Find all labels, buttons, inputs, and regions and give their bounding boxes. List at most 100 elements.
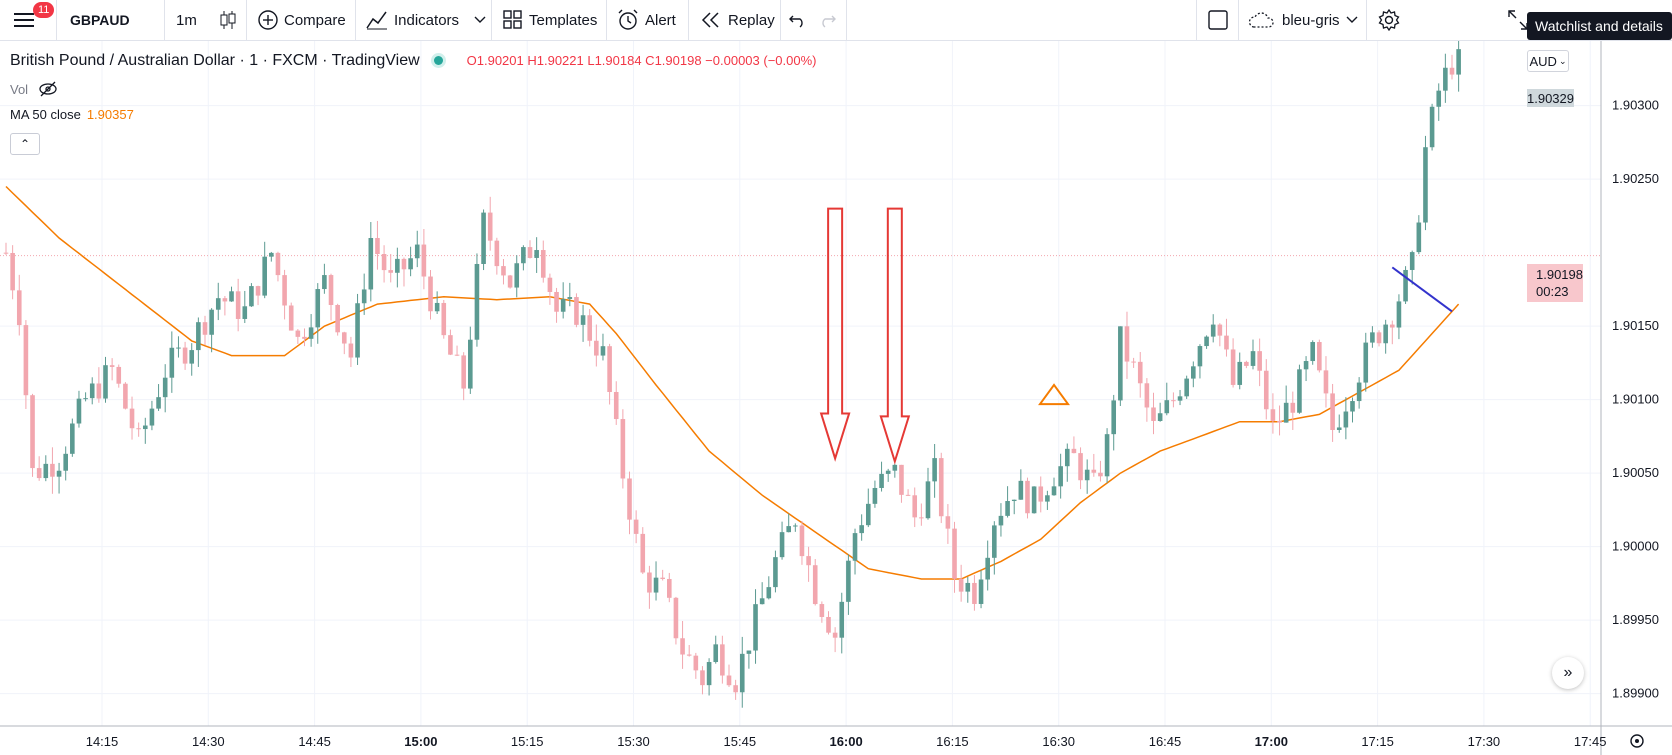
trendline-drawing xyxy=(1391,266,1453,313)
drawings xyxy=(819,207,1453,465)
candle-body xyxy=(846,560,851,602)
candle-body xyxy=(1244,361,1249,366)
candle-body xyxy=(786,526,791,533)
symbol-search[interactable]: GBPAUD xyxy=(70,12,130,28)
symbol-legend: British Pound / Australian Dollar · 1 · … xyxy=(10,52,816,70)
layout-button[interactable]: bleu-gris xyxy=(1248,0,1358,40)
candle-body xyxy=(958,578,964,592)
candle-body xyxy=(368,238,374,290)
expand-button[interactable] xyxy=(1508,0,1528,40)
volume-label: Vol xyxy=(10,81,29,97)
candle-body xyxy=(892,464,898,471)
candle-body xyxy=(759,598,765,605)
compare-label: Compare xyxy=(284,11,346,29)
candle-body xyxy=(16,290,22,326)
price-axis: 1.90300 1.90250 1.90150 1.90100 1.90050 1.900… xyxy=(1612,98,1659,701)
redo-button[interactable] xyxy=(818,0,836,40)
candle-body xyxy=(1124,326,1130,362)
candle-body xyxy=(1370,332,1375,343)
candle-body xyxy=(1217,324,1223,336)
eye-off-icon[interactable] xyxy=(38,81,58,97)
time-axis-settings[interactable] xyxy=(1630,734,1644,748)
candle-body xyxy=(680,638,685,655)
currency-select[interactable]: AUD ⌄ xyxy=(1527,50,1569,72)
candle-body xyxy=(952,528,957,579)
candle-body xyxy=(361,289,367,304)
candle-body xyxy=(1118,326,1123,401)
candle-body xyxy=(932,458,937,482)
candle-body xyxy=(50,463,55,477)
price-tick: 1.89950 xyxy=(1612,612,1659,627)
time-tick: 15:30 xyxy=(617,734,650,749)
gear-icon xyxy=(1630,734,1644,748)
candle-body xyxy=(269,252,274,257)
interval-button[interactable]: 1m xyxy=(176,11,197,29)
market-open-dot xyxy=(433,56,443,66)
chart-type-button[interactable] xyxy=(218,0,238,40)
candle-body xyxy=(819,604,825,617)
price-chart[interactable]: 1.90300 1.90250 1.90150 1.90100 1.90050 1.900… xyxy=(0,41,1672,755)
candle-body xyxy=(865,503,871,526)
candle-body xyxy=(793,525,798,527)
candle-body xyxy=(1230,349,1236,385)
candle-body xyxy=(686,654,692,656)
indicators-dropdown[interactable] xyxy=(474,0,486,40)
expand-icon xyxy=(1508,10,1528,30)
time-tick: 14:30 xyxy=(192,734,225,749)
candle-body xyxy=(1449,67,1455,75)
candle-body xyxy=(905,494,911,496)
candle-body xyxy=(116,366,122,384)
price-tick: 1.90100 xyxy=(1612,392,1659,407)
candle-body xyxy=(1456,49,1461,75)
candle-body xyxy=(1403,269,1408,302)
candle-body xyxy=(1151,407,1156,421)
candle-body xyxy=(1436,90,1442,107)
collapse-legend-button[interactable]: ⌃ xyxy=(10,133,40,155)
templates-label: Templates xyxy=(529,11,598,29)
candle-body xyxy=(965,582,971,592)
candle-body xyxy=(1005,501,1010,516)
candle-body xyxy=(142,425,148,430)
candle-body xyxy=(978,579,984,604)
candle-body xyxy=(753,604,758,651)
candle-body xyxy=(1111,400,1117,435)
candle-body xyxy=(706,662,712,686)
indicators-button[interactable]: Indicators xyxy=(366,0,459,40)
time-tick: 15:15 xyxy=(511,734,544,749)
candle-body xyxy=(56,470,62,477)
candle-body xyxy=(43,463,49,479)
undo-button[interactable] xyxy=(789,0,807,40)
cloud-icon xyxy=(1248,12,1274,28)
time-tick: 16:00 xyxy=(829,734,862,749)
candle-body xyxy=(1051,486,1057,496)
candle-body xyxy=(1429,106,1435,148)
candle-body xyxy=(1389,324,1395,328)
candle-body xyxy=(1443,67,1448,91)
candle-body xyxy=(1283,402,1289,423)
candle-body xyxy=(1144,383,1150,408)
settings-button[interactable] xyxy=(1378,0,1400,40)
candle-body xyxy=(315,289,321,328)
time-tick: 15:00 xyxy=(404,734,437,749)
candle-body xyxy=(879,473,884,488)
candle-body xyxy=(36,468,42,479)
candle-body xyxy=(620,419,626,479)
time-tick: 17:00 xyxy=(1255,734,1288,749)
symbol-title: British Pound / Australian Dollar · 1 · … xyxy=(10,52,420,69)
candle-body xyxy=(1363,342,1369,383)
menu-button[interactable] xyxy=(14,0,36,40)
candle-body xyxy=(1131,361,1136,363)
candle-body xyxy=(673,597,679,639)
fullscreen-toggle[interactable] xyxy=(1208,0,1228,40)
arrow-down-drawing xyxy=(879,207,911,465)
candle-body xyxy=(202,322,208,335)
notification-badge: 11 xyxy=(33,2,55,18)
alert-button[interactable]: Alert xyxy=(617,0,676,40)
candle-body xyxy=(567,297,573,299)
replay-button[interactable]: Replay xyxy=(700,0,775,40)
layout-name: bleu-gris xyxy=(1282,11,1340,29)
scroll-to-realtime-button[interactable]: » xyxy=(1552,657,1584,689)
candle-body xyxy=(1376,332,1382,344)
templates-button[interactable]: Templates xyxy=(503,0,597,40)
compare-button[interactable]: Compare xyxy=(258,0,346,40)
